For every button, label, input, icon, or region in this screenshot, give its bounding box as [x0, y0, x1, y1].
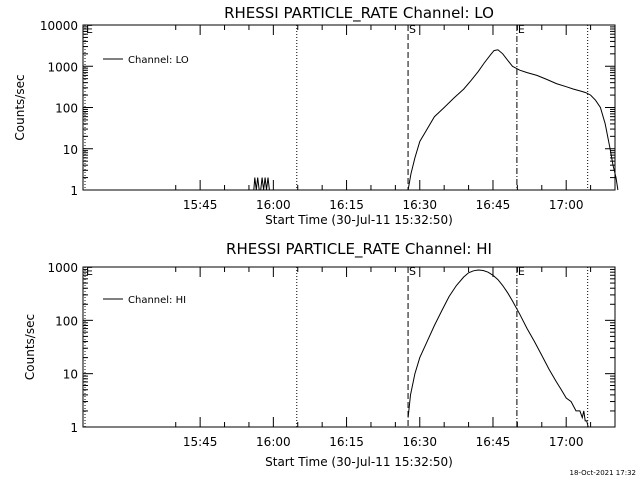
panel-1-plot-frame [82, 24, 616, 191]
panel-1-chart: RHESSI PARTICLE_RATE Channel: LO 1 10 100 10… [13, 4, 619, 227]
panel-1-series-line [407, 49, 619, 191]
panel-1-marker-label: E [518, 23, 525, 36]
panel-1-marker-label: E [86, 23, 93, 36]
panel-1-x-tick-label: 16:15 [329, 198, 364, 212]
panel-1-y-tick-label: 10000 [40, 19, 78, 33]
panel-2-x-tick-label: 16:00 [256, 435, 291, 449]
panel-2-y-tick-label: 1000 [47, 261, 78, 275]
panel-1-x-tick-label: 17:00 [549, 198, 584, 212]
panel-2-y-axis-label: Counts/sec [23, 314, 37, 380]
panel-2-marker-label: E [86, 265, 93, 278]
panel-2-series-line [407, 269, 590, 428]
panel-1-y-axis-label: Counts/sec [13, 74, 27, 140]
panel-2-title: RHESSI PARTICLE_RATE Channel: HI [226, 240, 492, 259]
panel-1-series-segment [253, 177, 270, 191]
plot-timestamp: 18-Oct-2021 17:32 [570, 469, 636, 477]
panel-2-x-tick-label: 16:30 [402, 435, 437, 449]
panel-2-x-tick-label: 17:00 [549, 435, 584, 449]
panel-2-x-tick-label: 16:15 [329, 435, 364, 449]
panel-1-y-tick-label: 1000 [47, 60, 78, 74]
panel-2-x-tick-label: 15:45 [183, 435, 218, 449]
panel-2-y-tick-label: 100 [55, 314, 78, 328]
panel-2-y-tick-label: 10 [63, 368, 78, 382]
panel-2-plot-frame [82, 266, 616, 428]
panel-1-legend-label: Channel: LO [128, 55, 189, 66]
panel-2-x-axis-label: Start Time (30-Jul-11 15:32:50) [265, 455, 453, 469]
panel-1-x-tick-label: 16:00 [256, 198, 291, 212]
panel-1-y-tick-label: 100 [55, 102, 78, 116]
panel-2-chart: RHESSI PARTICLE_RATE Channel: HI 1 10 100 10… [23, 240, 616, 469]
panel-2-marker-label: S [409, 265, 416, 278]
panel-1-x-tick-label: 16:45 [476, 198, 511, 212]
panel-2-y-tick-label: 1 [70, 421, 78, 435]
panel-1-x-tick-label: 15:45 [183, 198, 218, 212]
panel-1-y-tick-label: 1 [70, 184, 78, 198]
panel-1-y-tick-label: 10 [63, 143, 78, 157]
panel-2-legend-label: Channel: HI [128, 295, 186, 306]
panel-2-x-tick-label: 16:45 [476, 435, 511, 449]
panel-2-marker-label: E [518, 265, 525, 278]
panel-1-title: RHESSI PARTICLE_RATE Channel: LO [224, 4, 494, 23]
panel-1-marker-label: S [409, 23, 416, 36]
panel-1-x-tick-label: 16:30 [402, 198, 437, 212]
panel-1-x-axis-label: Start Time (30-Jul-11 15:32:50) [265, 213, 453, 227]
